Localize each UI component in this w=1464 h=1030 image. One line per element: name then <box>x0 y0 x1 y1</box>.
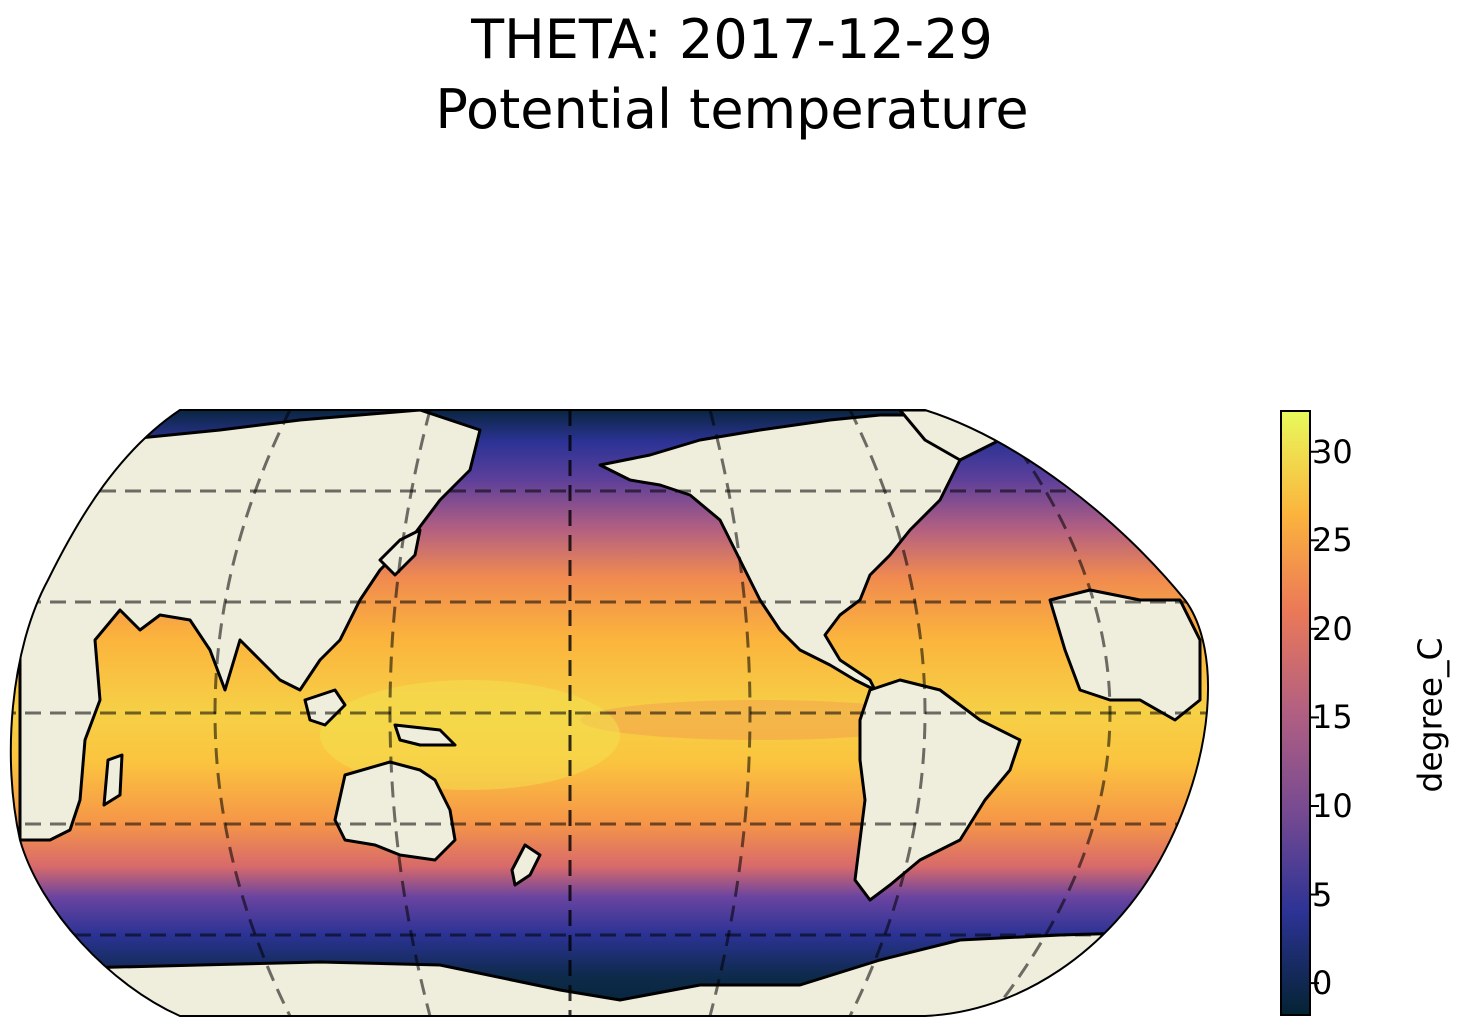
colorbar-tick-label: 30 <box>1312 432 1353 471</box>
land-new-guinea <box>393 723 457 747</box>
land-antarctica <box>10 928 1209 1016</box>
gridline-lon-1 <box>213 410 292 1016</box>
map-boundary <box>9 409 1210 1017</box>
colorbar-label: degree_C <box>1410 637 1450 793</box>
land-masses <box>10 410 1209 1016</box>
gridline-lon-4 <box>708 410 752 1016</box>
gridline-lon-5 <box>848 410 927 1016</box>
colorbar-tick-label: 5 <box>1312 875 1333 914</box>
colorbar-tick-label: 0 <box>1312 964 1333 1003</box>
land-borneo <box>303 688 347 727</box>
map-title: THETA: 2017-12-29 <box>471 8 993 71</box>
land-north-america <box>598 413 962 692</box>
land-japan <box>378 528 422 577</box>
land-madagascar <box>102 753 124 807</box>
map-subtitle: Potential temperature <box>435 78 1029 141</box>
colorbar-ticks <box>1310 450 1319 985</box>
land-south-america <box>853 678 1022 902</box>
gridline-lon-6 <box>988 410 1112 1016</box>
land-africa-east-side <box>1048 588 1202 722</box>
land-new-zealand <box>510 843 542 887</box>
gridline-lon-2 <box>388 410 432 1016</box>
colorbar-tick-label: 20 <box>1312 609 1353 648</box>
gridlines <box>10 410 1209 1016</box>
map-plot-area <box>10 410 1209 1016</box>
colorbar-tick-label: 15 <box>1312 698 1353 737</box>
colorbar-tick-label: 10 <box>1312 786 1353 825</box>
colorbar-tick-label: 25 <box>1312 521 1353 560</box>
eastern-pacific-cool-tongue <box>580 700 940 740</box>
colorbar <box>1280 410 1311 1016</box>
